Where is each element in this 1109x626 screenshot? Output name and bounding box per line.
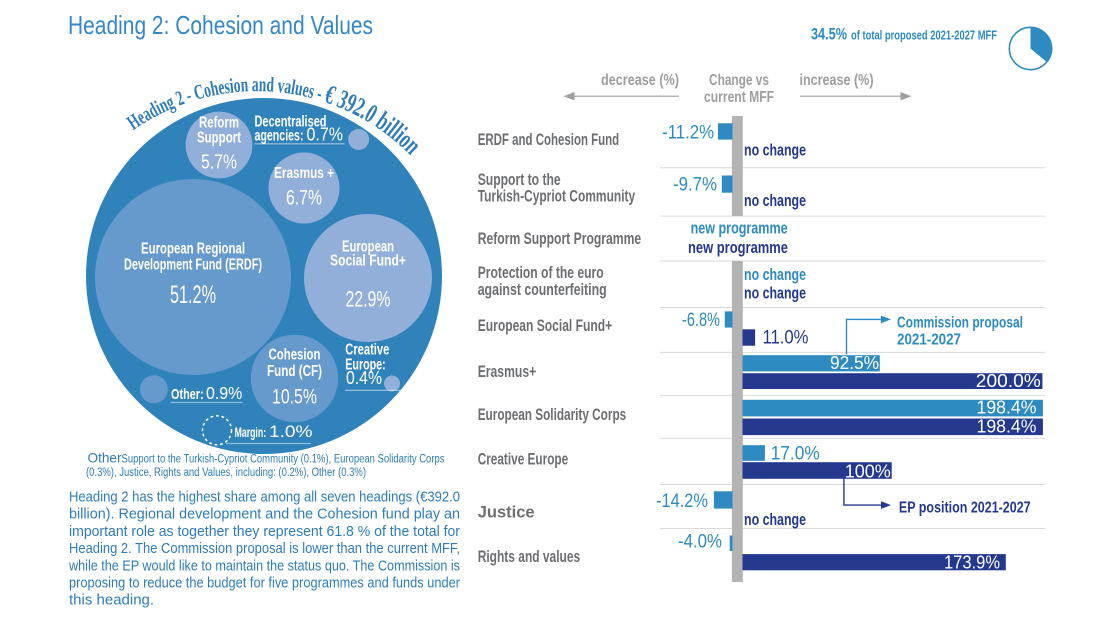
svg-text:-11.2%: -11.2% — [662, 123, 714, 144]
svg-text:5.7%: 5.7% — [201, 152, 237, 174]
svg-text:no change: no change — [744, 266, 806, 284]
svg-text:Commission proposal: Commission proposal — [897, 315, 1023, 332]
svg-text:Decentralised: Decentralised — [255, 113, 327, 130]
svg-text:Justice: Justice — [478, 503, 535, 521]
svg-text:Support to the: Support to the — [478, 171, 561, 189]
svg-text:Creative Europe: Creative Europe — [478, 451, 569, 469]
svg-text:Rights and values: Rights and values — [478, 548, 581, 566]
svg-text:new programme: new programme — [688, 239, 788, 257]
svg-text:51.2%: 51.2% — [170, 281, 216, 309]
svg-text:no change: no change — [744, 192, 806, 210]
svg-text:European Regional: European Regional — [141, 241, 245, 258]
svg-text:European Social Fund+: European Social Fund+ — [478, 317, 613, 335]
svg-text:OtherSupport to the Turkish-Cy: OtherSupport to the Turkish-Cypriot Comm… — [88, 450, 445, 466]
svg-text:Fund (CF): Fund (CF) — [267, 363, 322, 380]
svg-text:against counterfeiting: against counterfeiting — [478, 281, 607, 299]
svg-text:Social Fund+: Social Fund+ — [330, 253, 406, 270]
svg-text:Turkish-Cypriot Community: Turkish-Cypriot Community — [478, 188, 636, 206]
svg-text:Heading 2: Cohesion and Values: Heading 2: Cohesion and Values — [68, 10, 373, 40]
svg-text:EP position 2021-2027: EP position 2021-2027 — [899, 500, 1031, 517]
svg-text:agencies:0.7%: agencies: 0.7% — [255, 125, 344, 145]
svg-text:billion). Regional development: billion). Regional development and the C… — [69, 506, 460, 523]
svg-text:Development Fund (ERDF): Development Fund (ERDF) — [124, 257, 262, 274]
svg-text:increase (%): increase (%) — [800, 72, 874, 89]
svg-text:new programme: new programme — [691, 220, 788, 238]
svg-text:Reform: Reform — [199, 115, 239, 132]
svg-text:Reform Support Programme: Reform Support Programme — [478, 230, 642, 248]
svg-text:-4.0%: -4.0% — [678, 532, 722, 553]
svg-text:-6.8%: -6.8% — [682, 310, 720, 331]
svg-text:European Solidarity Corps: European Solidarity Corps — [478, 406, 627, 424]
svg-text:2021-2027: 2021-2027 — [897, 332, 961, 349]
svg-text:Heading 2. The Commission prop: Heading 2. The Commission proposal is lo… — [69, 540, 460, 557]
svg-text:200.0%: 200.0% — [976, 370, 1041, 391]
svg-text:no change: no change — [744, 142, 806, 160]
svg-text:11.0%: 11.0% — [763, 328, 809, 349]
svg-text:0.4%: 0.4% — [346, 368, 382, 388]
svg-text:Heading 2 has the highest shar: Heading 2 has the highest share among al… — [69, 489, 460, 506]
svg-text:Cohesion: Cohesion — [269, 347, 321, 364]
svg-text:ERDF and Cohesion Fund: ERDF and Cohesion Fund — [478, 131, 620, 149]
svg-text:Protection of the euro: Protection of the euro — [478, 264, 604, 282]
svg-text:no change: no change — [744, 285, 806, 303]
svg-text:Erasmus+: Erasmus+ — [478, 363, 537, 381]
svg-text:this heading.: this heading. — [69, 592, 154, 609]
svg-text:Europe:: Europe: — [345, 357, 385, 374]
svg-text:Change vs: Change vs — [709, 72, 769, 89]
svg-text:100%: 100% — [845, 460, 891, 481]
svg-text:important role as together the: important role as together they represen… — [69, 523, 460, 540]
svg-text:6.7%: 6.7% — [286, 187, 322, 210]
svg-text:Erasmus +: Erasmus + — [274, 165, 334, 182]
svg-text:22.9%: 22.9% — [346, 287, 391, 312]
svg-text:-9.7%: -9.7% — [673, 175, 717, 196]
svg-text:proposing to reduce the budget: proposing to reduce the budget for five … — [69, 575, 460, 592]
svg-text:-14.2%: -14.2% — [656, 491, 708, 512]
svg-text:(0.3%), Justice, Rights and Va: (0.3%), Justice, Rights and Values, incl… — [86, 467, 366, 479]
svg-text:92.5%: 92.5% — [830, 352, 879, 373]
svg-text:198.4%: 198.4% — [977, 397, 1037, 418]
svg-text:10.5%: 10.5% — [272, 386, 317, 409]
svg-text:decrease (%): decrease (%) — [601, 72, 679, 89]
svg-text:17.0%: 17.0% — [771, 443, 820, 464]
svg-text:while the EP would like to mai: while the EP would like to maintain the … — [68, 557, 460, 574]
svg-text:198.4%: 198.4% — [977, 415, 1037, 436]
svg-text:173.9%: 173.9% — [944, 552, 1000, 573]
svg-text:Other:0.9%: Other: 0.9% — [171, 383, 242, 403]
svg-text:no change: no change — [744, 511, 806, 529]
svg-text:Creative: Creative — [345, 342, 389, 359]
svg-text:Margin:1.0%: Margin: 1.0% — [235, 422, 313, 441]
svg-text:current MFF: current MFF — [704, 89, 774, 106]
svg-text:34.5%of total proposed 2021-20: 34.5% of total proposed 2021-2027 MFF — [811, 25, 997, 44]
svg-text:Support: Support — [197, 130, 241, 147]
svg-text:European: European — [342, 239, 394, 256]
